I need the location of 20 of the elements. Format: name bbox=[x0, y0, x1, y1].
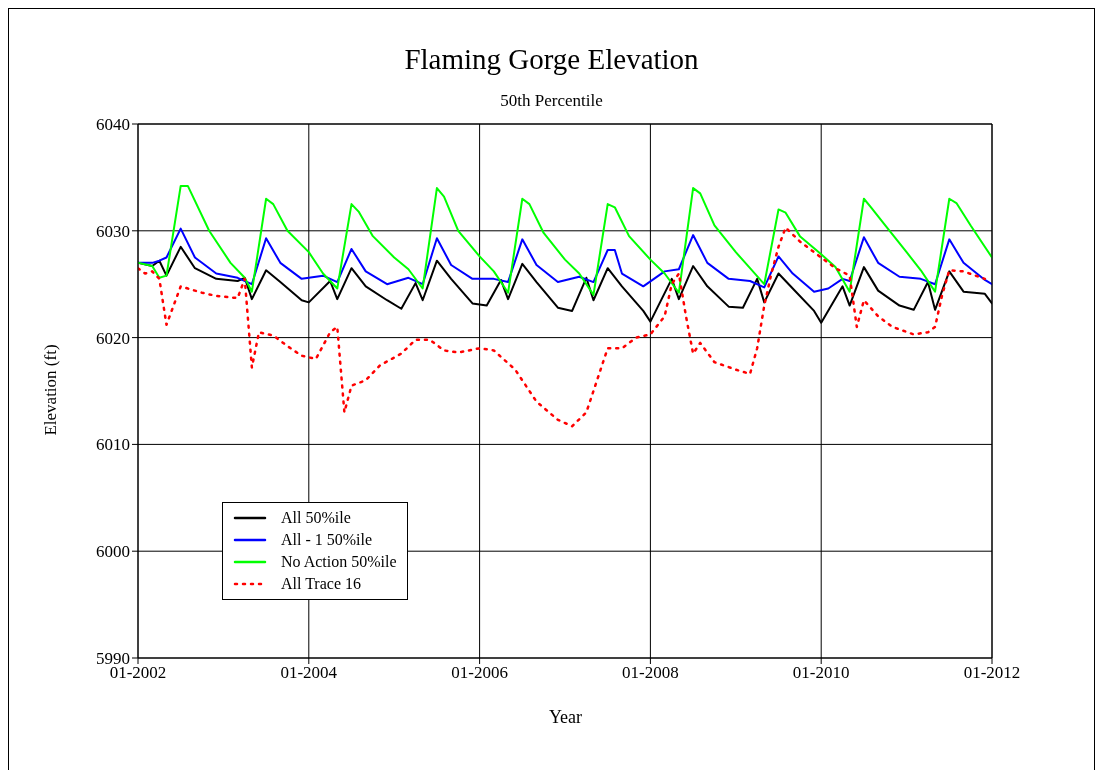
y-tick-label: 6000 bbox=[96, 542, 130, 562]
chart-subtitle: 50th Percentile bbox=[499, 91, 604, 111]
x-tick-label: 01-2010 bbox=[792, 663, 850, 683]
legend-label: All Trace 16 bbox=[281, 575, 361, 593]
x-axis-title: Year bbox=[547, 707, 584, 728]
x-tick-label: 01-2006 bbox=[451, 663, 508, 683]
legend-label: All 50%ile bbox=[281, 509, 351, 527]
x-tick-label: 01-2002 bbox=[109, 663, 167, 683]
x-tick-label: 01-2012 bbox=[963, 663, 1021, 683]
line-series bbox=[138, 226, 987, 428]
x-tick-label: 01-2008 bbox=[622, 663, 679, 683]
y-tick-label: 6040 bbox=[96, 115, 130, 135]
y-axis-title: Elevation (ft) bbox=[41, 344, 61, 436]
y-tick-label: 6010 bbox=[96, 435, 130, 455]
legend-label: No Action 50%ile bbox=[281, 553, 397, 571]
y-tick-label: 6020 bbox=[96, 328, 130, 348]
legend-label: All - 1 50%ile bbox=[281, 531, 373, 549]
x-tick-label: 01-2004 bbox=[280, 663, 338, 683]
y-tick-label: 6030 bbox=[96, 221, 130, 241]
chart-title: Flaming Gorge Elevation bbox=[403, 43, 700, 76]
